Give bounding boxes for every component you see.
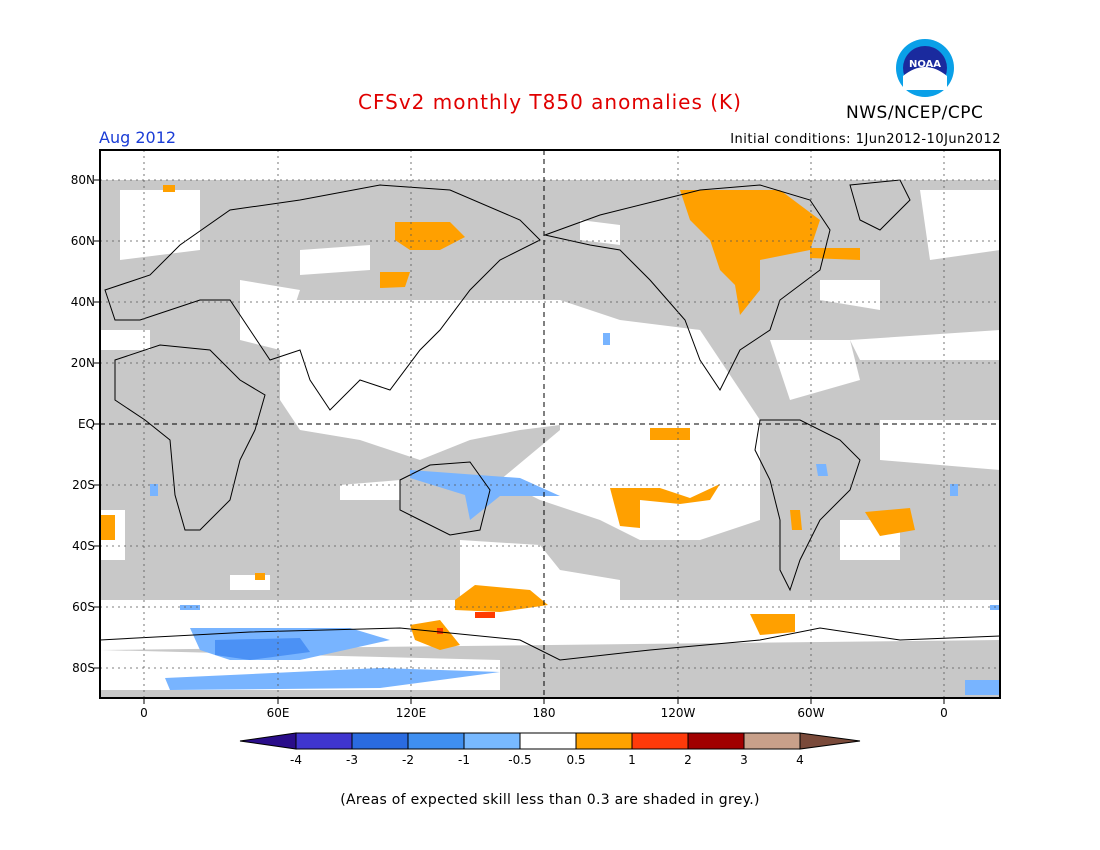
no-signal-areas: [100, 150, 1000, 690]
coastlines: [100, 179, 1000, 661]
lat-label: EQ: [77, 417, 95, 431]
colorbar-swatch: [743, 732, 801, 750]
map-title: CFSv2 monthly T850 anomalies (K): [358, 90, 742, 114]
colorbar-swatch: [239, 732, 297, 750]
stronger-cool-anomaly-areas: [215, 638, 310, 660]
target-month: Aug 2012: [99, 128, 177, 147]
lat-label: 80N: [70, 173, 95, 187]
lon-label: 120W: [660, 706, 696, 720]
colorbar-label: 0.5: [566, 753, 586, 767]
colorbar-label: 4: [796, 753, 804, 767]
noaa-logo: NOAA: [895, 38, 955, 98]
lon-label: 120E: [395, 706, 427, 720]
colorbar-swatch: [463, 732, 521, 750]
colorbar-swatch: [519, 732, 577, 750]
lon-label: 0: [140, 706, 148, 720]
lat-label: 20N: [70, 356, 95, 370]
colorbar-swatch: [687, 732, 745, 750]
lon-label: 60E: [266, 706, 290, 720]
logo-text: NOAA: [909, 59, 941, 70]
colorbar-swatch: [631, 732, 689, 750]
colorbar-label: 2: [684, 753, 692, 767]
warm-anomaly-areas: [100, 185, 915, 650]
colorbar-label: -3: [346, 753, 358, 767]
colorbar-label: -1: [458, 753, 470, 767]
colorbar-label: 3: [740, 753, 748, 767]
colorbar-label: -2: [402, 753, 414, 767]
colorbar: [239, 732, 861, 750]
lon-label: 60W: [797, 706, 825, 720]
lat-label: 20S: [72, 478, 95, 492]
graticule: [100, 150, 1000, 698]
colorbar-swatch: [295, 732, 353, 750]
colorbar-swatch: [407, 732, 465, 750]
lat-label: 40N: [70, 295, 95, 309]
colorbar-label: -4: [290, 753, 302, 767]
lat-label: 80S: [72, 661, 95, 675]
axis-ticks: [94, 179, 945, 704]
colorbar-swatch: [575, 732, 633, 750]
agency-label: NWS/NCEP/CPC: [846, 103, 984, 123]
colorbar-label: -0.5: [508, 753, 532, 767]
colorbar-swatch: [351, 732, 409, 750]
lat-label: 60S: [72, 600, 95, 614]
lon-label: 180: [532, 706, 556, 720]
initial-conditions: Initial conditions: 1Jun2012-10Jun2012: [730, 132, 1001, 147]
footnote: (Areas of expected skill less than 0.3 a…: [340, 792, 760, 808]
colorbar-swatch: [799, 732, 861, 750]
lat-label: 40S: [72, 539, 95, 553]
equator-dateline: [100, 150, 1000, 698]
lon-label: 0: [940, 706, 948, 720]
colorbar-label: 1: [628, 753, 636, 767]
lat-label: 60N: [70, 234, 95, 248]
